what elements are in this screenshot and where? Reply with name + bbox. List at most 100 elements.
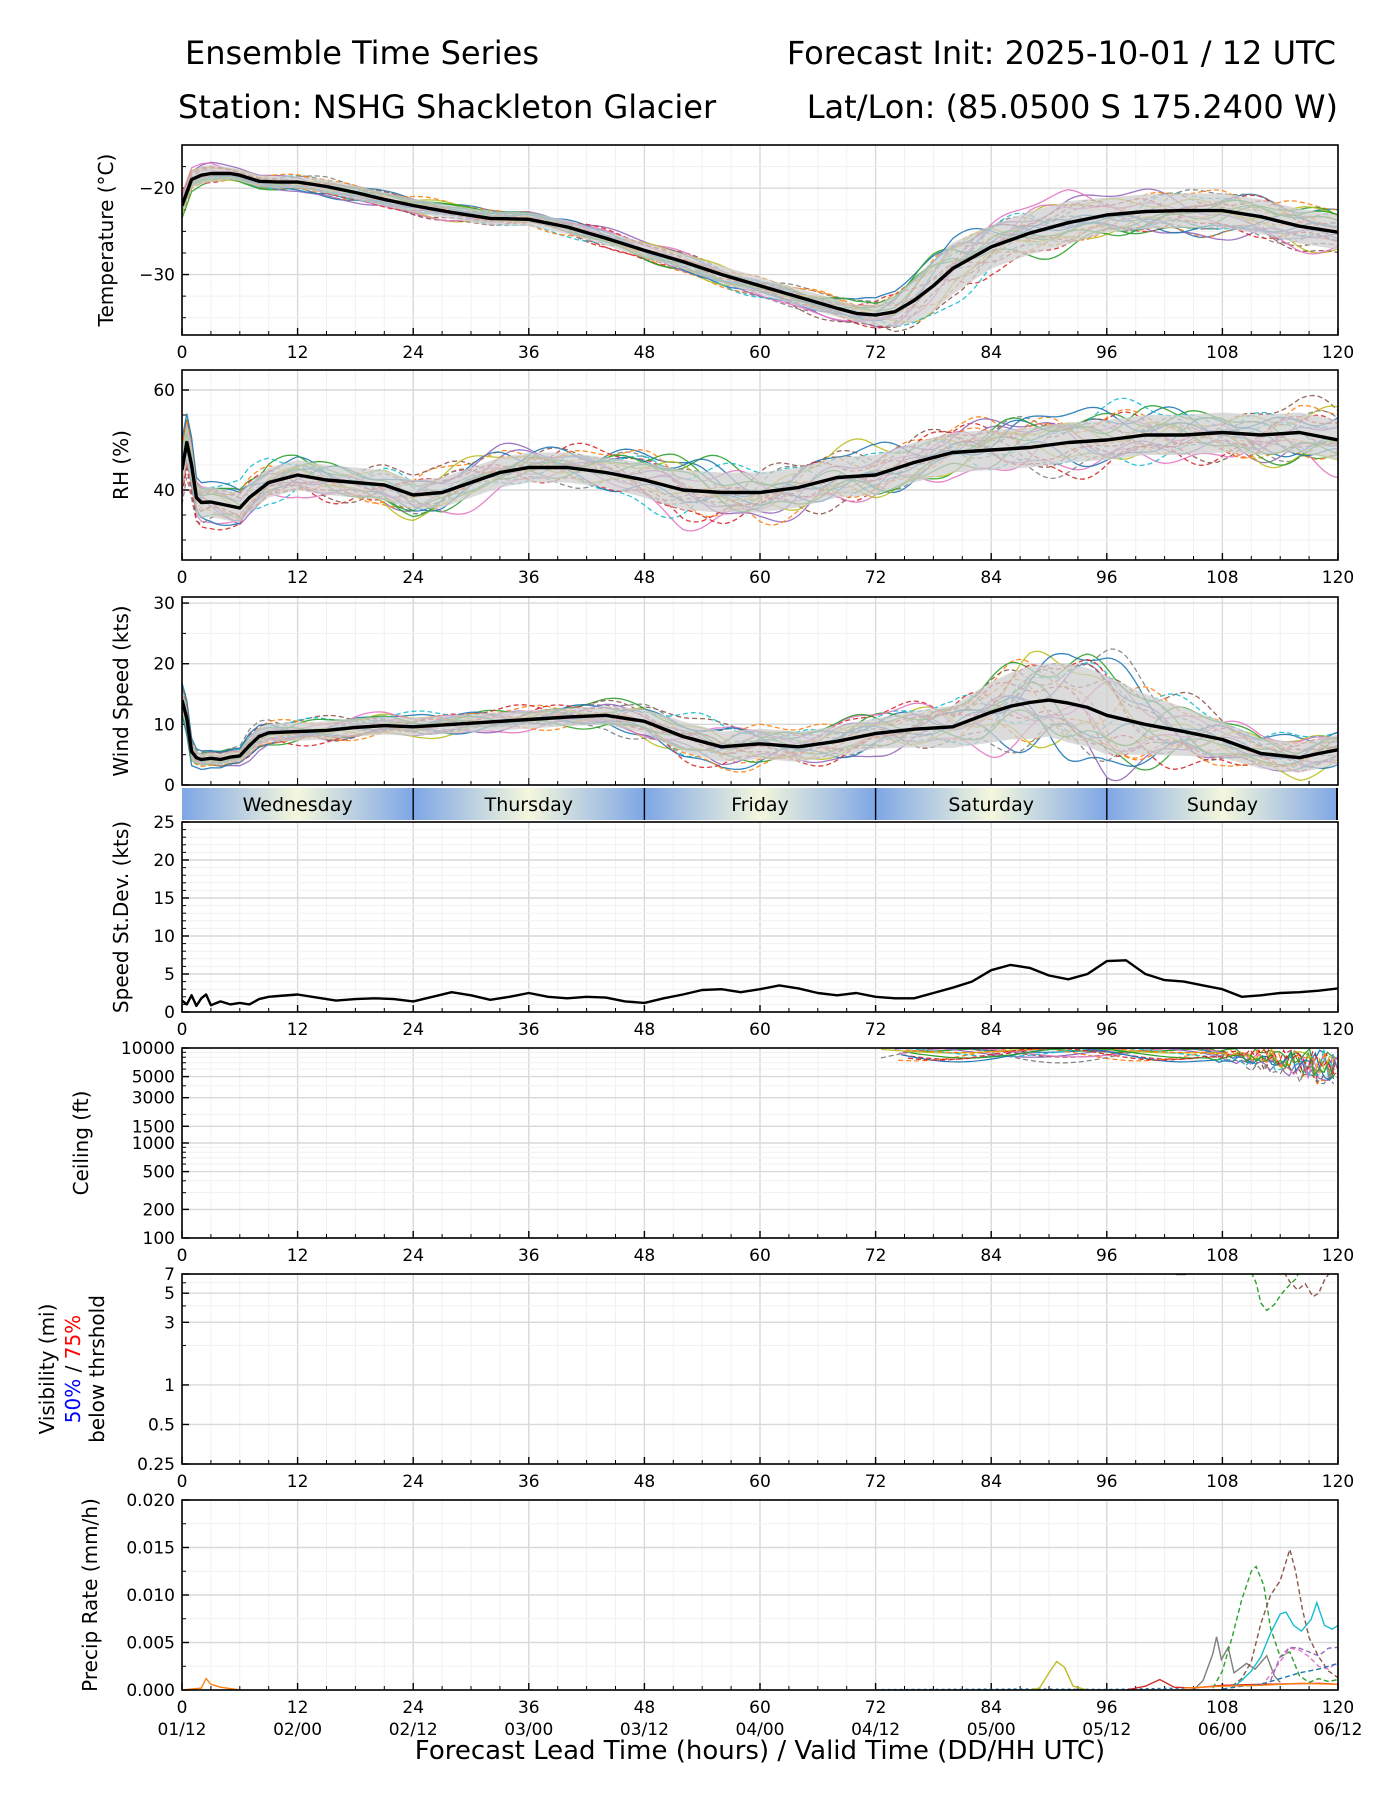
- panel-visibility: 0.25 0.5 1 3 57 0 12 24 36 48 60 72 84 96 108 120 Visibi…: [35, 1265, 1354, 1492]
- y-tick-label: 1000: [132, 1134, 175, 1154]
- panel-border: [181, 1499, 1339, 1691]
- panel-border: [181, 1047, 1339, 1239]
- x-tick-label: 0: [177, 343, 188, 363]
- x-tick-label: 48: [634, 1472, 656, 1492]
- plot-area: [182, 394, 1338, 532]
- ensemble-mean-line: [182, 171, 1338, 317]
- plot-area: [1176, 1274, 1330, 1312]
- x-tick-label: 24: [402, 343, 424, 363]
- x-tick-label: 84: [980, 1472, 1002, 1492]
- y-tick-label: 5: [164, 965, 175, 985]
- x-tick-label: 24: [402, 1246, 424, 1266]
- y-tick-label: 0.005: [126, 1634, 175, 1654]
- y-tick-label: 10000: [121, 1039, 175, 1059]
- y-tick-label: 20: [153, 851, 175, 871]
- valid-time-label: 06/12: [1314, 1720, 1363, 1740]
- y-tick-label: 10: [153, 715, 175, 735]
- ceiling-member-line: [909, 1048, 1335, 1080]
- x-tick-label: 36: [518, 1020, 540, 1040]
- latlon-title: Lat/Lon: (85.0500 S 175.2400 W): [807, 88, 1338, 126]
- x-tick-label: 48: [634, 1246, 656, 1266]
- precip-member-line: [182, 1677, 240, 1690]
- x-tick-label: 84: [980, 1246, 1002, 1266]
- x-tick-label: 48: [634, 1020, 656, 1040]
- y-tick-label: 40: [153, 481, 175, 501]
- panel-wind_speed: 0 10 20 30 Wind Speed (kts): [109, 594, 1339, 796]
- x-tick-label: 60: [749, 1020, 771, 1040]
- valid-time-label: 04/00: [736, 1720, 785, 1740]
- x-tick-label: 36: [518, 568, 540, 588]
- y-tick-label: −30: [139, 266, 175, 286]
- y-tick-label: 25: [153, 813, 175, 833]
- x-tick-label: 72: [865, 1698, 887, 1718]
- visibility-member-line: [1251, 1274, 1300, 1312]
- title-left: Ensemble Time Series: [185, 34, 539, 72]
- y-tick-label: 100: [143, 1229, 175, 1249]
- valid-time-label: 06/00: [1198, 1720, 1247, 1740]
- x-tick-label: 36: [518, 1472, 540, 1492]
- precip-member-line: [1212, 1565, 1338, 1689]
- precip-member-line: [875, 1687, 1184, 1690]
- x-axis-label: Forecast Lead Time (hours) / Valid Time …: [415, 1736, 1105, 1766]
- x-tick-label: 108: [1206, 568, 1238, 588]
- panel-border: [181, 144, 1339, 336]
- valid-time-label: 05/00: [967, 1720, 1016, 1740]
- y-tick-label: 500: [143, 1163, 175, 1183]
- x-tick-label: 108: [1206, 1698, 1238, 1718]
- y-tick-label: 20: [153, 655, 175, 675]
- x-tick-label: 36: [518, 1246, 540, 1266]
- visibility-member-line: [1284, 1274, 1330, 1298]
- x-tick-label: 120: [1322, 1698, 1354, 1718]
- x-tick-label: 24: [402, 1020, 424, 1040]
- x-tick-label: 120: [1322, 568, 1354, 588]
- x-tick-label: 84: [980, 568, 1002, 588]
- y-tick-label: 1500: [132, 1117, 175, 1137]
- x-tick-label: 12: [287, 343, 309, 363]
- x-tick-label: 0: [177, 568, 188, 588]
- ensemble-spread-band: [182, 663, 1338, 773]
- chart-panels: −30−200 12 24 36 48 60 72 84 96 108 120Temperature…: [35, 144, 1363, 1766]
- y-axis-label: Speed St.Dev. (kts): [109, 821, 133, 1013]
- day-segment: [1106, 788, 1338, 820]
- day-segment: [644, 788, 876, 820]
- y-axis-label-pct: 50% / 75%: [61, 1315, 85, 1423]
- y-tick-label: 200: [143, 1200, 175, 1220]
- y-tick-label: 3: [164, 1313, 175, 1333]
- title-right: Forecast Init: 2025-10-01 / 12 UTC: [787, 34, 1336, 72]
- y-axis-label: RH (%): [109, 430, 133, 500]
- precip-member-line: [1231, 1600, 1338, 1689]
- ensemble-spread-band: [182, 412, 1338, 523]
- x-tick-label: 108: [1206, 1472, 1238, 1492]
- x-tick-label: 120: [1322, 343, 1354, 363]
- x-tick-label: 48: [634, 568, 656, 588]
- day-bar: Wednesday Thursday Friday Saturday Sunday: [182, 788, 1338, 820]
- x-tick-label: 24: [402, 1698, 424, 1718]
- panel-border: [181, 821, 1339, 1013]
- y-axis-label: Visibility (mi): [35, 1304, 59, 1435]
- x-tick-label: 120: [1322, 1020, 1354, 1040]
- valid-time-label: 03/00: [504, 1720, 553, 1740]
- panel-border: [181, 596, 1339, 786]
- precip-member-line: [1260, 1647, 1338, 1687]
- vis-sep: /: [61, 1359, 85, 1378]
- panel-border: [181, 1273, 1339, 1465]
- x-tick-label: 96: [1096, 1246, 1118, 1266]
- x-tick-label: 12: [287, 1472, 309, 1492]
- ensemble-mean-line: [182, 698, 1338, 762]
- stdev-line: [182, 959, 1338, 1008]
- x-tick-label: 84: [980, 1698, 1002, 1718]
- x-tick-label: 108: [1206, 1246, 1238, 1266]
- y-axis-label: Ceiling (ft): [69, 1091, 93, 1196]
- x-tick-label: 36: [518, 343, 540, 363]
- panel-rh: 40 60 0 12 24 36 48 60 72 84 96 108 120 RH (%): [109, 369, 1354, 588]
- x-tick-label: 96: [1096, 568, 1118, 588]
- precip-member-line: [1193, 1636, 1281, 1690]
- y-tick-label: 10: [153, 927, 175, 947]
- precip-member-line: [1029, 1660, 1088, 1690]
- x-tick-label: 72: [865, 1020, 887, 1040]
- y-tick-label: 0.015: [126, 1539, 175, 1559]
- y-tick-label: 15: [153, 889, 175, 909]
- y-axis-label-thr: below thrshold: [85, 1295, 109, 1443]
